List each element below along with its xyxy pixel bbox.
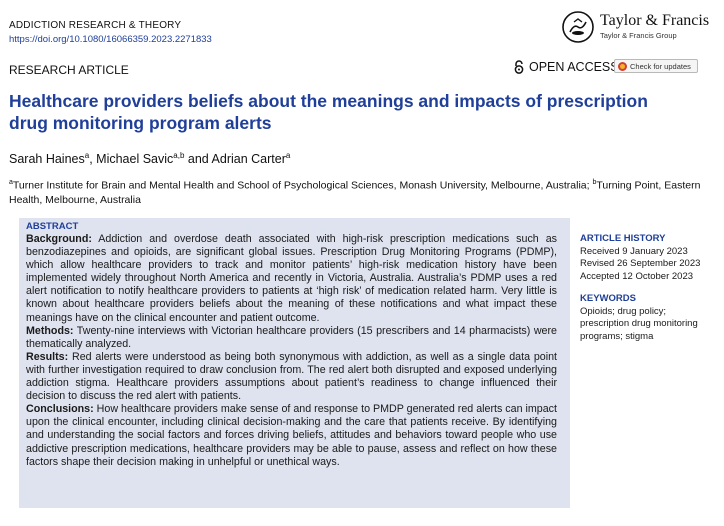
abstract-section-label: Methods: bbox=[26, 324, 74, 337]
abstract-box: ABSTRACT Background: Addiction and overd… bbox=[19, 218, 570, 508]
revised-date: Revised 26 September 2023 bbox=[580, 258, 701, 269]
publisher-block: Taylor & Francis Taylor & Francis Group bbox=[562, 10, 716, 44]
affiliations: aTurner Institute for Brain and Mental H… bbox=[9, 176, 709, 207]
crossmark-icon bbox=[618, 61, 627, 71]
abstract-section-label: Conclusions: bbox=[26, 403, 94, 416]
open-lock-icon bbox=[514, 60, 524, 74]
keywords-heading: KEYWORDS bbox=[580, 293, 636, 304]
author-affiliation-mark: a bbox=[285, 151, 291, 160]
taylor-francis-logo-icon bbox=[562, 11, 594, 43]
author-affiliation-mark: a bbox=[84, 151, 90, 160]
publisher-group: Taylor & Francis Group bbox=[600, 31, 677, 40]
abstract-section-label: Background: bbox=[26, 233, 92, 245]
publisher-name: Taylor & Francis bbox=[600, 12, 710, 29]
author-separator: and bbox=[184, 152, 212, 167]
article-title: Healthcare providers beliefs about the m… bbox=[9, 91, 648, 133]
keywords-block: KEYWORDS Opioids; drug policy; prescript… bbox=[580, 293, 710, 343]
author-affiliation-mark: a,b bbox=[173, 151, 185, 160]
received-date: Received 9 January 2023 bbox=[580, 245, 688, 257]
keywords-text: Opioids; drug policy; prescription drug … bbox=[580, 305, 698, 342]
article-type: RESEARCH ARTICLE bbox=[9, 63, 129, 77]
check-for-updates-label: Check for updates bbox=[630, 61, 691, 71]
abstract-section-text: Addiction and overdose death associated … bbox=[26, 233, 557, 324]
author-name[interactable]: Michael Savic bbox=[96, 152, 174, 167]
abstract-section-label: Results: bbox=[26, 350, 69, 363]
accepted-date: Accepted 12 October 2023 bbox=[580, 270, 694, 282]
abstract-heading: ABSTRACT bbox=[26, 221, 79, 232]
open-access-label: OPEN ACCESS bbox=[529, 60, 619, 74]
abstract-results: Results: Red alerts were understood as b… bbox=[26, 351, 557, 403]
affiliation-text: Turner Institute for Brain and Mental He… bbox=[12, 179, 593, 192]
article-history-heading: ARTICLE HISTORY bbox=[580, 233, 666, 244]
check-for-updates-button[interactable]: Check for updates bbox=[614, 59, 698, 73]
doi-link[interactable]: https://doi.org/10.1080/16066359.2023.22… bbox=[9, 34, 212, 45]
affiliation-mark: a bbox=[9, 179, 13, 186]
abstract-section-text: Red alerts were understood as being both… bbox=[26, 350, 557, 403]
open-access-badge: OPEN ACCESS bbox=[513, 60, 619, 74]
author-separator: , bbox=[89, 152, 97, 167]
affiliation-mark: b bbox=[592, 179, 597, 186]
abstract-methods: Methods: Twenty-nine interviews with Vic… bbox=[26, 325, 557, 351]
author-name[interactable]: Adrian Carter bbox=[211, 152, 286, 167]
author-list: Sarah Hainesa, Michael Savica,b and Adri… bbox=[9, 151, 290, 166]
abstract-background: Background: Addiction and overdose death… bbox=[26, 233, 557, 325]
abstract-conclusions: Conclusions: How healthcare providers ma… bbox=[26, 403, 557, 468]
article-history: ARTICLE HISTORY Received 9 January 2023 … bbox=[580, 233, 700, 283]
affiliation-text: Turning Point, Eastern Health, Melbourne… bbox=[9, 179, 701, 206]
abstract-section-text: How healthcare providers make sense of a… bbox=[26, 403, 557, 468]
journal-name: ADDICTION RESEARCH & THEORY bbox=[9, 20, 182, 31]
author-name[interactable]: Sarah Haines bbox=[9, 152, 85, 167]
abstract-section-text: Twenty-nine interviews with Victorian he… bbox=[26, 324, 557, 350]
